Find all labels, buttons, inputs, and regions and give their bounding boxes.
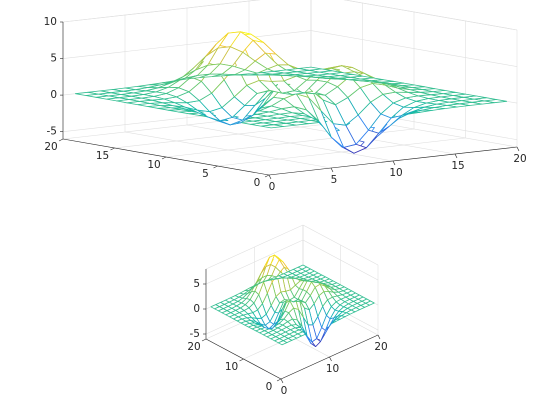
z-tick-label: -5 [190,328,200,340]
x-tick-mark [268,174,272,180]
x-tick-label: 20 [513,153,526,165]
top-mesh-plot: 0 5 10 15 20 0 5 10 15 20 -5 0 5 10 [44,0,527,193]
y-tick-label: 15 [96,150,109,162]
bottom-mesh-surface [210,254,375,348]
y-tick-mark [201,338,207,342]
z-tick-label: 0 [50,89,57,101]
y-tick-label: 0 [266,381,273,393]
top-mesh-surface [75,31,508,154]
y-tick-mark [161,156,167,160]
top-axes-box [58,21,520,180]
mesh-cell [210,304,220,310]
x-tick-label: 10 [389,167,402,179]
z-tick-label: 5 [50,53,57,65]
y-tick-mark [264,174,270,178]
y-tick-label: 0 [254,177,261,189]
x-tick-mark [280,378,284,384]
z-tick-label: 10 [44,16,57,28]
mesh-cell [75,91,99,96]
bottom-axes-box [201,269,381,384]
axis-back-edge [343,0,518,31]
z-tick-label: -5 [47,126,57,138]
gridline [302,239,379,281]
x-tick-mark [330,167,334,173]
y-tick-label: 10 [225,361,238,373]
axis-back-edge [205,224,304,270]
x-tick-mark [516,146,520,152]
gridline [205,239,304,285]
axis-back-edge [302,224,379,266]
x-tick-label: 20 [374,341,387,353]
y-tick-label: 20 [187,341,200,353]
y-tick-mark [276,378,282,382]
z-tick-label: 5 [193,278,200,290]
y-tick-mark [213,165,218,169]
y-tick-label: 10 [147,159,160,171]
x-tick-label: 0 [269,181,276,193]
gridline [62,30,312,59]
x-tick-label: 15 [451,160,464,172]
x-tick-mark [392,160,396,166]
y-tick-mark [110,147,115,151]
x-tick-mark [454,153,458,159]
x-tick-mark [329,356,332,362]
gridline [310,30,518,67]
y-tick-mark [239,358,244,362]
axis-back-edge [62,0,261,23]
y-tick-label: 5 [202,168,209,180]
y-tick-label: 20 [44,141,57,153]
z-tick-label: 0 [193,303,200,315]
x-tick-label: 5 [331,174,338,186]
x-tick-label: 0 [281,385,288,397]
y-tick-mark [58,138,64,142]
x-tick-label: 10 [326,363,339,375]
top-tick-labels: 0 5 10 15 20 0 5 10 15 20 -5 0 5 10 [44,16,527,193]
gridline [217,137,466,167]
x-tick-mark [377,334,381,340]
